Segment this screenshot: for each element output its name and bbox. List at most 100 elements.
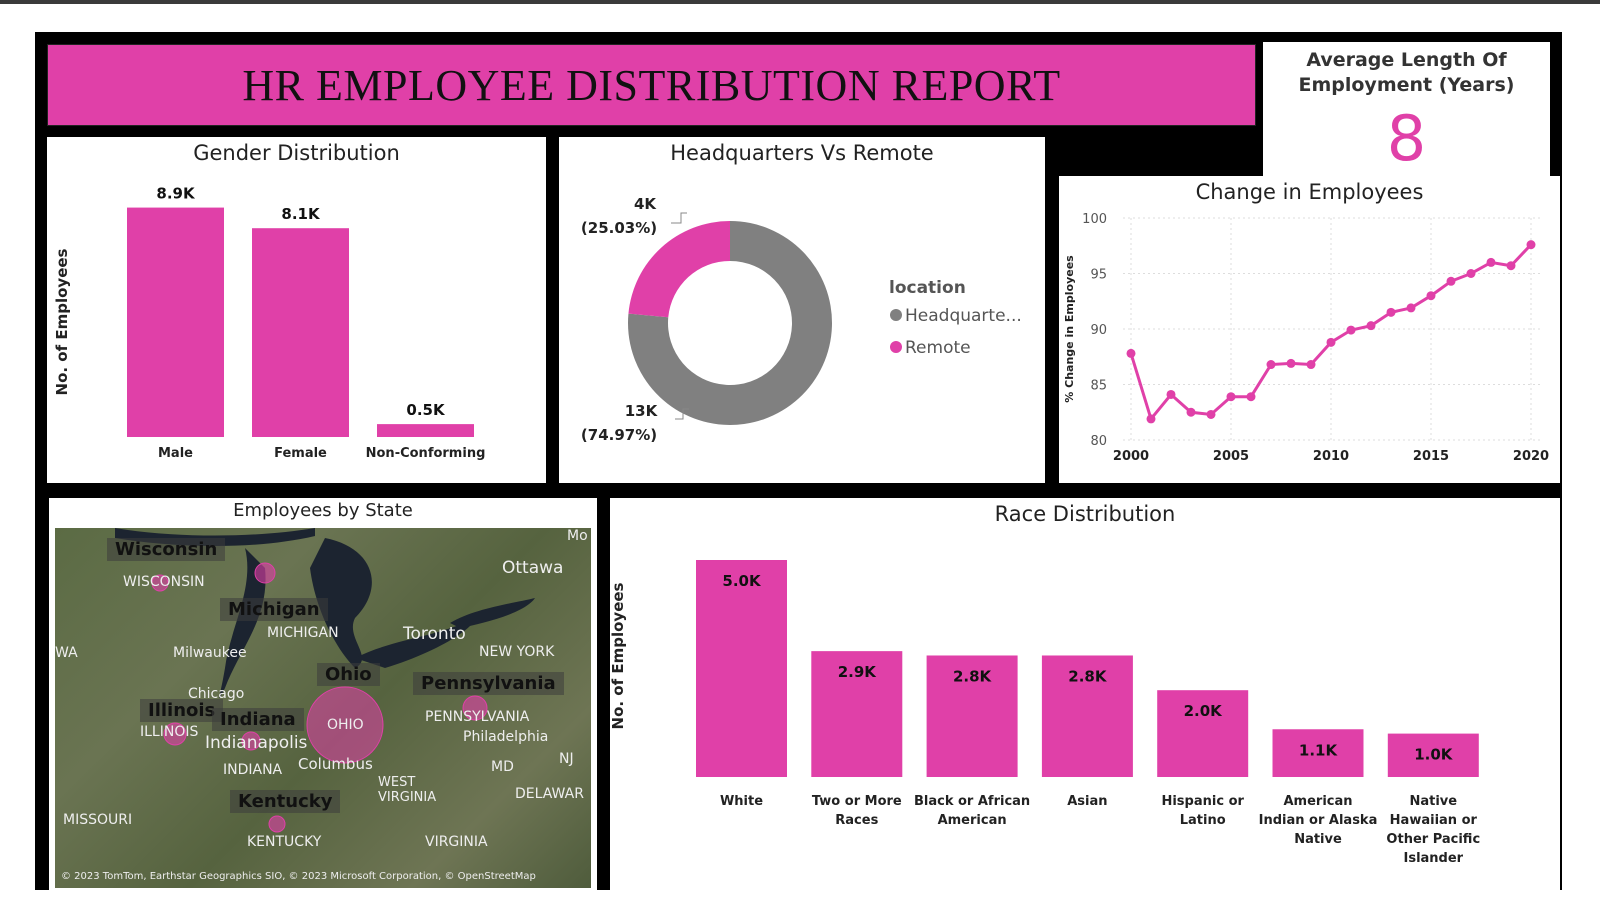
bubble-pennsylvania	[462, 695, 488, 721]
map-attribution[interactable]: © 2023 TomTom, Earthstar Geographics SIO…	[61, 871, 536, 882]
legend-marker-headquarters	[890, 309, 902, 321]
kpi-card[interactable]: Average Length Of Employment (Years) 8	[1263, 42, 1550, 182]
change-point[interactable]	[1346, 325, 1356, 335]
report-title: HR EMPLOYEE DISTRIBUTION REPORT	[242, 60, 1061, 110]
race-data-label: 2.0K	[1184, 702, 1224, 720]
change-point[interactable]	[1426, 291, 1436, 301]
state-map[interactable]: Wisconsin WISCONSIN Michigan MICHIGAN Mi…	[55, 528, 591, 888]
map-label-missouri: MISSOURI	[63, 812, 133, 828]
kpi-label-line1: Average Length Of	[1306, 49, 1507, 71]
change-point[interactable]	[1326, 337, 1336, 347]
map-label-michigan: Michigan	[220, 598, 328, 621]
gender-data-label: 0.5K	[406, 401, 446, 419]
y-tick-label: 85	[1090, 379, 1107, 394]
bubble-kentucky	[268, 815, 286, 833]
race-bar[interactable]	[926, 655, 1018, 777]
race-data-label: 2.8K	[1068, 667, 1108, 685]
gender-bar[interactable]	[377, 424, 474, 437]
change-point[interactable]	[1226, 392, 1236, 402]
race-category-label: Asian	[1067, 794, 1107, 809]
top-border	[0, 0, 1600, 4]
race-category-label: Two or More Races	[812, 794, 902, 828]
gender-data-label: 8.9K	[156, 185, 196, 203]
map-label-delaware: DELAWAR	[515, 786, 584, 802]
map-label-indianapolis: Indianapolis	[205, 733, 308, 753]
change-point[interactable]	[1206, 409, 1216, 419]
x-tick-label: 2010	[1313, 449, 1349, 464]
race-data-label: 2.8K	[953, 667, 993, 685]
change-point[interactable]	[1286, 358, 1296, 368]
change-point[interactable]	[1466, 269, 1476, 278]
race-bar[interactable]	[696, 560, 787, 777]
change-point[interactable]	[1306, 360, 1316, 370]
map-label-toronto: Toronto	[403, 624, 466, 644]
map-label-wisconsin-caps: WISCONSIN	[123, 574, 205, 590]
x-tick-label: 2020	[1513, 449, 1549, 464]
gender-bar[interactable]	[252, 228, 349, 437]
lake-huron	[310, 538, 372, 668]
legend-item-headquarters[interactable]: Headquarte...	[905, 306, 1022, 326]
gender-title: Gender Distribution	[193, 141, 400, 165]
change-point[interactable]	[1146, 414, 1156, 424]
lake-michigan	[219, 548, 266, 699]
race-data-label: 1.0K	[1414, 746, 1454, 764]
race-bar[interactable]	[1041, 655, 1133, 777]
change-panel[interactable]: Change in Employees 80 85 90 95 100 2000 2005 2…	[1059, 176, 1560, 483]
gender-panel[interactable]: Gender Distribution No. of Employees 8.9K…	[47, 137, 546, 483]
kpi-value: 8	[1386, 102, 1427, 175]
change-point[interactable]	[1186, 407, 1196, 417]
y-tick-label: 80	[1090, 434, 1107, 449]
map-title: Employees by State	[233, 500, 413, 521]
change-point[interactable]	[1166, 389, 1176, 399]
y-tick-label: 95	[1090, 268, 1107, 283]
report-title-banner: HR EMPLOYEE DISTRIBUTION REPORT	[47, 44, 1256, 126]
change-point[interactable]	[1246, 392, 1256, 402]
change-point[interactable]	[1266, 360, 1276, 370]
donut-leader-remote	[671, 212, 687, 224]
donut-slice[interactable]	[628, 221, 832, 426]
bubble-ohio	[306, 686, 384, 764]
kpi-label-line2: Employment (Years)	[1298, 74, 1515, 96]
legend-title: location	[889, 278, 966, 298]
gender-ylabel: No. of Employees	[53, 248, 71, 395]
change-point[interactable]	[1366, 321, 1376, 331]
change-point[interactable]	[1506, 261, 1516, 271]
x-tick-label: 2015	[1413, 449, 1449, 464]
race-chart: No. of Employees 5.0K White 2.9K Two or More…	[609, 560, 1480, 866]
race-bar[interactable]	[811, 651, 903, 777]
change-point[interactable]	[1406, 303, 1416, 313]
change-point[interactable]	[1526, 240, 1536, 250]
legend-marker-remote	[890, 341, 902, 353]
donut-slice[interactable]	[628, 221, 730, 318]
change-point[interactable]	[1446, 276, 1456, 286]
lake-ontario	[450, 598, 535, 628]
location-chart: 4K (25.03%) 13K (74.97%) location Headquarte.…	[581, 195, 1022, 444]
race-bar[interactable]	[1272, 729, 1364, 777]
map-label-illinois: Illinois	[140, 699, 224, 722]
change-point[interactable]	[1386, 307, 1396, 317]
legend-item-remote[interactable]: Remote	[905, 338, 971, 358]
map-label-mo: Mo	[567, 528, 588, 544]
race-category-label: Black or African American	[914, 794, 1030, 828]
map-label-new-york: NEW YORK	[479, 644, 555, 660]
location-panel[interactable]: Headquarters Vs Remote 4K (25.03%) 13K (74.…	[559, 137, 1045, 483]
race-category-label: Hispanic or Latino	[1161, 794, 1244, 828]
map-label-pennsylvania-caps: PENNSYLVANIA	[425, 709, 530, 725]
x-tick-label: 2005	[1213, 449, 1249, 464]
change-point[interactable]	[1126, 348, 1136, 358]
bubble-wisconsin	[151, 574, 169, 592]
map-label-west-virginia: WEST VIRGINIA	[378, 775, 437, 805]
y-tick-label: 100	[1082, 212, 1107, 227]
race-bar[interactable]	[1387, 733, 1479, 777]
gender-bar[interactable]	[127, 207, 224, 437]
map-label-michigan-caps: MICHIGAN	[267, 625, 339, 641]
gender-data-label: 8.1K	[281, 205, 321, 223]
donut-percent-label: (25.03%)	[581, 219, 657, 237]
race-panel[interactable]: Race Distribution No. of Employees 5.0K Wh…	[609, 498, 1560, 890]
map-label-indiana: Indiana	[212, 708, 304, 731]
race-bar[interactable]	[1157, 690, 1249, 777]
bubble-illinois	[163, 722, 187, 746]
gender-category-label: Female	[274, 446, 327, 461]
change-point[interactable]	[1486, 257, 1496, 267]
change-ylabel: % Change in Employees	[1063, 255, 1076, 403]
